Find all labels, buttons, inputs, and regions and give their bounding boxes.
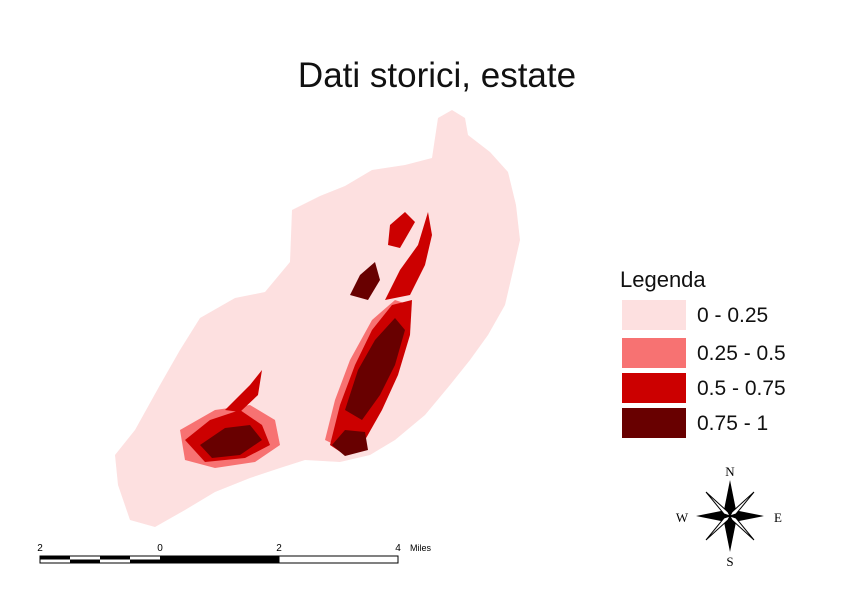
north-label: N — [725, 464, 735, 479]
legend-label: 0.5 - 0.75 — [697, 377, 786, 400]
scale-bar: 2 0 2 4 Miles — [37, 543, 432, 564]
legend-swatch — [622, 300, 686, 330]
legend-swatch — [622, 338, 686, 368]
region-class — [350, 262, 380, 300]
east-label: E — [774, 510, 782, 525]
region-class — [385, 212, 432, 300]
region-class — [225, 370, 262, 412]
west-label: W — [676, 510, 689, 525]
legend-title: Legenda — [620, 267, 706, 292]
scale-label: 0 — [157, 543, 163, 554]
south-label: S — [726, 554, 733, 569]
legend: 0 - 0.25 0.25 - 0.5 0.5 - 0.75 0.75 - 1 — [622, 300, 786, 438]
map-body — [115, 110, 520, 527]
scale-label: 4 — [395, 543, 401, 554]
north-arrow: N E S W — [676, 464, 782, 569]
scale-label: 2 — [37, 543, 43, 554]
region-class — [200, 425, 262, 458]
legend-label: 0 - 0.25 — [697, 304, 768, 327]
legend-label: 0.75 - 1 — [697, 412, 768, 435]
scale-label: 2 — [276, 543, 282, 554]
scale-unit: Miles — [410, 543, 432, 553]
map-title: Dati storici, estate — [298, 56, 576, 95]
region-class — [388, 212, 415, 248]
legend-label: 0.25 - 0.5 — [697, 342, 786, 365]
region-class — [345, 318, 405, 420]
legend-swatch — [622, 408, 686, 438]
legend-swatch — [622, 373, 686, 403]
region-class — [332, 430, 368, 456]
